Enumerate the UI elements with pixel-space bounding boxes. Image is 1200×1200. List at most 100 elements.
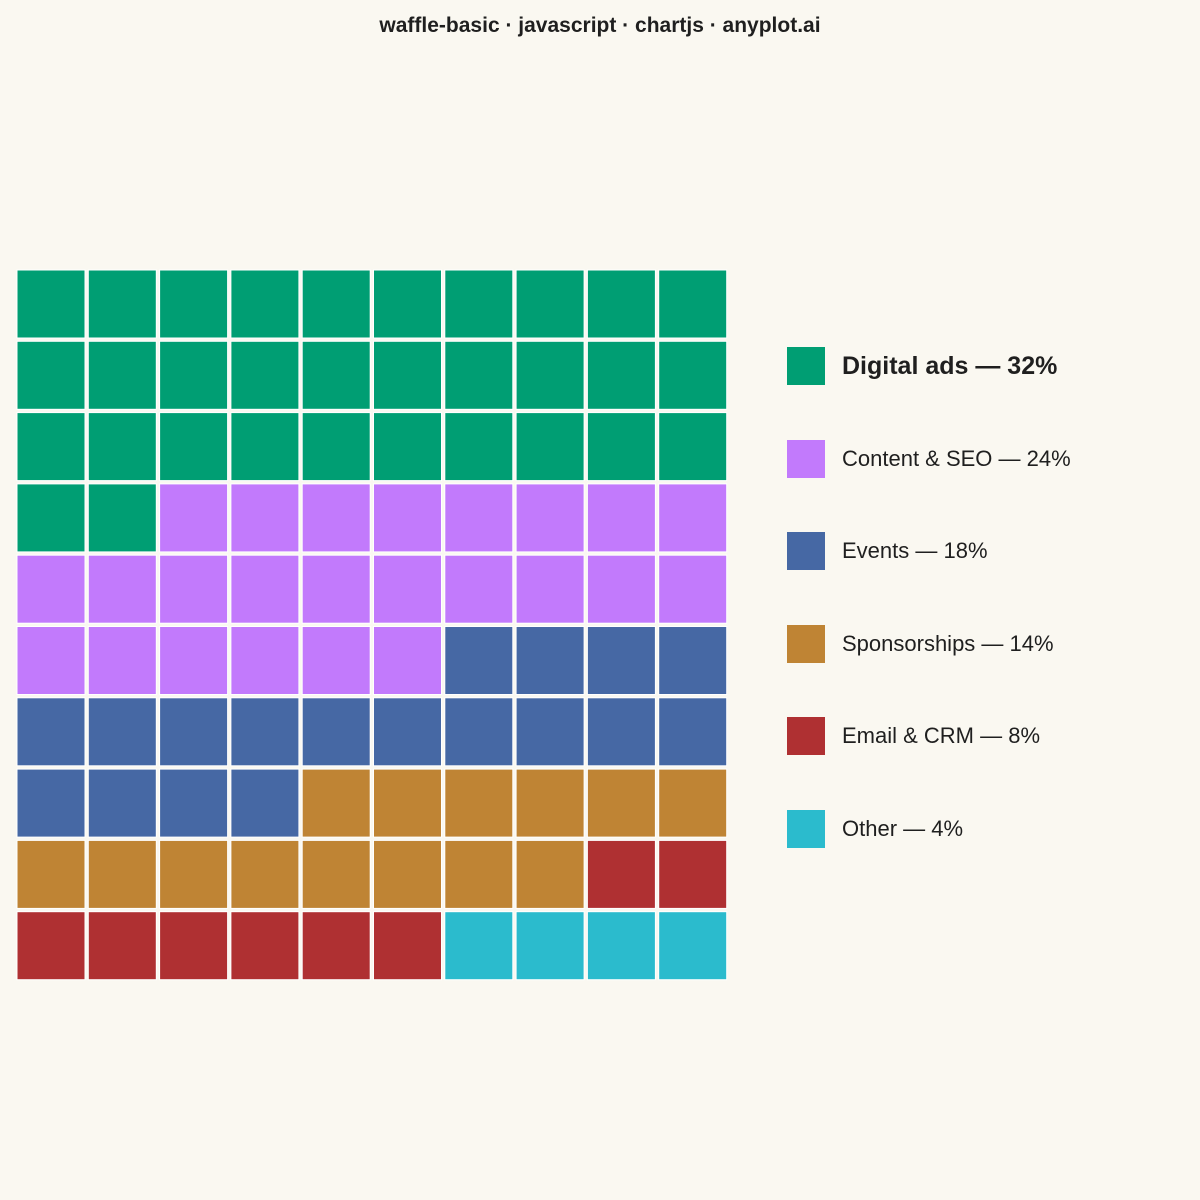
legend-item: Digital ads — 32%: [786, 346, 1057, 386]
waffle-cell-events: [301, 697, 371, 767]
waffle-cell-digital-ads: [16, 412, 86, 482]
waffle-cell-events: [230, 768, 300, 838]
waffle-cell-digital-ads: [586, 269, 656, 339]
waffle-cell-content-seo: [159, 626, 229, 695]
waffle-cell-content-seo: [515, 554, 585, 624]
waffle-cell-digital-ads: [87, 483, 157, 553]
waffle-cell-content-seo: [301, 483, 371, 553]
waffle-cell-content-seo: [87, 554, 157, 624]
waffle-cell-content-seo: [301, 626, 371, 695]
waffle-cell-digital-ads: [16, 269, 86, 339]
waffle-cell-digital-ads: [159, 412, 229, 482]
waffle-cell-events: [373, 697, 442, 767]
waffle-cell-content-seo: [301, 554, 371, 624]
legend-label: Digital ads — 32%: [842, 351, 1058, 380]
waffle-cell-digital-ads: [444, 412, 514, 482]
waffle-cell-digital-ads: [230, 412, 300, 482]
waffle-cell-content-seo: [373, 554, 442, 624]
legend-swatch: [786, 809, 826, 849]
waffle-cell-digital-ads: [658, 269, 728, 339]
legend-item: Content & SEO — 24%: [786, 438, 1071, 479]
waffle-cell-sponsorships: [658, 768, 728, 838]
legend-swatch: [786, 716, 826, 757]
waffle-cell-events: [586, 626, 656, 695]
waffle-cell-digital-ads: [230, 340, 300, 410]
waffle-cell-content-seo: [658, 483, 728, 553]
waffle-cell-events: [230, 697, 300, 767]
waffle-cell-content-seo: [586, 554, 656, 624]
waffle-cell-events: [586, 697, 656, 767]
waffle-cell-content-seo: [159, 483, 229, 553]
waffle-cell-digital-ads: [444, 269, 514, 339]
legend-label: Events — 18%: [842, 538, 988, 564]
legend-item: Other — 4%: [786, 809, 963, 849]
waffle-cell-digital-ads: [515, 412, 585, 482]
waffle-cell-events: [444, 697, 514, 767]
waffle-cell-other: [444, 911, 514, 981]
waffle-cell-digital-ads: [658, 412, 728, 482]
waffle-cell-content-seo: [373, 626, 442, 695]
waffle-cell-content-seo: [658, 554, 728, 624]
waffle-cell-sponsorships: [444, 768, 514, 838]
waffle-cell-content-seo: [16, 626, 86, 695]
waffle-cell-events: [658, 697, 728, 767]
waffle-cell-sponsorships: [515, 768, 585, 838]
waffle-cell-events: [515, 626, 585, 695]
waffle-cell-digital-ads: [301, 269, 371, 339]
waffle-cell-sponsorships: [230, 839, 300, 909]
waffle-cell-content-seo: [230, 554, 300, 624]
waffle-cell-sponsorships: [515, 839, 585, 909]
legend-label: Sponsorships — 14%: [842, 630, 1054, 656]
waffle-cell-email-crm: [658, 839, 728, 909]
waffle-cell-content-seo: [444, 554, 514, 624]
waffle-cell-email-crm: [159, 911, 229, 981]
waffle-cell-digital-ads: [301, 340, 371, 410]
waffle-cell-events: [515, 697, 585, 767]
waffle-cell-digital-ads: [586, 412, 656, 482]
waffle-cell-digital-ads: [230, 269, 300, 339]
legend-swatch: [786, 438, 826, 479]
waffle-cell-digital-ads: [87, 269, 157, 339]
waffle-cell-content-seo: [230, 626, 300, 695]
waffle-cell-email-crm: [301, 911, 371, 981]
legend-swatch: [786, 346, 826, 386]
waffle-cell-other: [515, 911, 585, 981]
waffle-cell-email-crm: [87, 911, 157, 981]
waffle-cell-digital-ads: [373, 269, 442, 339]
waffle-cell-digital-ads: [301, 412, 371, 482]
waffle-cell-digital-ads: [159, 269, 229, 339]
legend-item: Events — 18%: [786, 531, 988, 572]
chart-title: waffle-basic · javascript · chartjs · an…: [379, 14, 821, 37]
waffle-cell-sponsorships: [87, 839, 157, 909]
waffle-cell-other: [658, 911, 728, 981]
waffle-cell-other: [586, 911, 656, 981]
waffle-cell-digital-ads: [87, 340, 157, 410]
legend-swatch: [786, 531, 826, 572]
waffle-cell-digital-ads: [515, 340, 585, 410]
legend-item: Email & CRM — 8%: [786, 716, 1040, 757]
waffle-cell-sponsorships: [373, 768, 442, 838]
waffle-cell-digital-ads: [586, 340, 656, 410]
waffle-cell-events: [159, 697, 229, 767]
waffle-cell-digital-ads: [515, 269, 585, 339]
waffle-cell-email-crm: [16, 911, 86, 981]
waffle-cell-digital-ads: [373, 412, 442, 482]
waffle-cell-email-crm: [586, 839, 656, 909]
waffle-cell-events: [658, 626, 728, 695]
waffle-cell-digital-ads: [87, 412, 157, 482]
legend-label: Other — 4%: [842, 816, 964, 841]
legend-label: Content & SEO — 24%: [842, 445, 1071, 471]
legend-item: Sponsorships — 14%: [786, 623, 1054, 664]
waffle-cell-events: [444, 626, 514, 695]
waffle-cell-events: [87, 768, 157, 838]
waffle-cell-digital-ads: [444, 340, 514, 410]
waffle-cell-events: [159, 768, 229, 838]
waffle-cell-events: [87, 697, 157, 767]
waffle-cell-sponsorships: [373, 839, 442, 909]
waffle-cell-content-seo: [586, 483, 656, 553]
waffle-cell-sponsorships: [16, 839, 86, 909]
waffle-cell-content-seo: [16, 554, 86, 624]
waffle-cell-digital-ads: [373, 340, 442, 410]
waffle-cell-content-seo: [159, 554, 229, 624]
waffle-cell-sponsorships: [159, 839, 229, 909]
